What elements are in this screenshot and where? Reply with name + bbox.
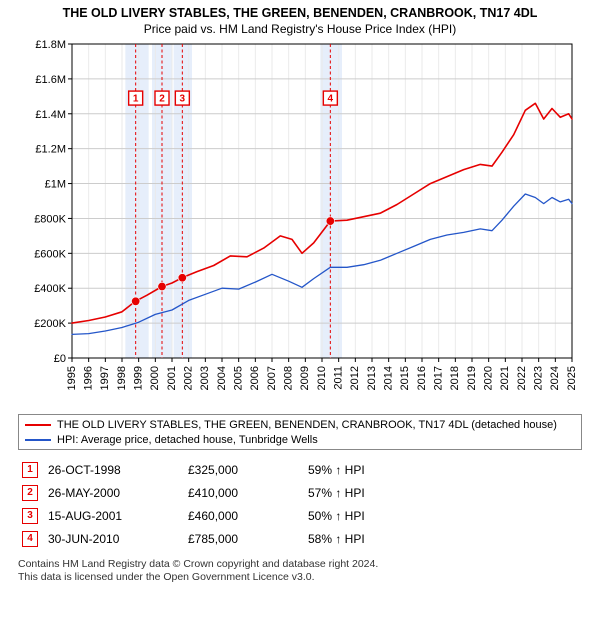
table-row: 2 26-MAY-2000£410,00057% ↑ HPI: [18, 481, 375, 504]
svg-text:2020: 2020: [483, 366, 495, 390]
svg-text:2024: 2024: [549, 366, 561, 390]
footer-line-2: This data is licensed under the Open Gov…: [18, 571, 582, 584]
sale-marker-2: 2: [22, 485, 38, 501]
svg-text:1996: 1996: [83, 366, 95, 390]
footer: Contains HM Land Registry data © Crown c…: [18, 558, 582, 584]
svg-text:4: 4: [328, 94, 334, 105]
svg-text:2008: 2008: [283, 366, 295, 390]
svg-text:2022: 2022: [516, 366, 528, 390]
legend-row-blue: HPI: Average price, detached house, Tunb…: [25, 432, 575, 447]
svg-text:2017: 2017: [433, 366, 445, 390]
svg-text:2000: 2000: [149, 366, 161, 390]
chart-container: THE OLD LIVERY STABLES, THE GREEN, BENEN…: [0, 0, 600, 620]
table-row: 1 26-OCT-1998£325,00059% ↑ HPI: [18, 458, 375, 481]
legend-swatch-red: [25, 424, 51, 426]
sale-diff: 57% ↑ HPI: [308, 481, 375, 504]
svg-text:2004: 2004: [216, 366, 228, 390]
sale-price: £460,000: [188, 504, 308, 527]
svg-text:2018: 2018: [449, 366, 461, 390]
legend-label-red: THE OLD LIVERY STABLES, THE GREEN, BENEN…: [57, 419, 557, 431]
svg-text:£600K: £600K: [34, 248, 66, 260]
svg-text:1998: 1998: [116, 366, 128, 390]
svg-text:£1.2M: £1.2M: [35, 144, 66, 156]
sale-date: 15-AUG-2001: [48, 504, 188, 527]
svg-text:2009: 2009: [299, 366, 311, 390]
svg-text:£800K: £800K: [34, 213, 66, 225]
svg-text:3: 3: [180, 94, 186, 105]
svg-text:2015: 2015: [399, 366, 411, 390]
title-line-1: THE OLD LIVERY STABLES, THE GREEN, BENEN…: [0, 6, 600, 20]
svg-text:2011: 2011: [333, 366, 345, 390]
svg-text:2005: 2005: [233, 366, 245, 390]
svg-text:2002: 2002: [183, 366, 195, 390]
svg-text:1: 1: [133, 94, 139, 105]
sale-price: £410,000: [188, 481, 308, 504]
titles: THE OLD LIVERY STABLES, THE GREEN, BENEN…: [0, 0, 600, 36]
svg-text:£0: £0: [54, 353, 66, 365]
price-chart: 1995 1996 1997 1998 1999 2000 2001 2002 2003 2004…: [20, 38, 580, 408]
svg-text:2001: 2001: [166, 366, 178, 390]
table-row: 4 30-JUN-2010£785,00058% ↑ HPI: [18, 527, 375, 550]
sale-date: 30-JUN-2010: [48, 527, 188, 550]
sale-date: 26-MAY-2000: [48, 481, 188, 504]
svg-text:2019: 2019: [466, 366, 478, 390]
legend-swatch-blue: [25, 439, 51, 441]
sale-diff: 59% ↑ HPI: [308, 458, 375, 481]
svg-text:2025: 2025: [566, 366, 578, 390]
sale-diff: 50% ↑ HPI: [308, 504, 375, 527]
table-row: 3 15-AUG-2001£460,00050% ↑ HPI: [18, 504, 375, 527]
legend-label-blue: HPI: Average price, detached house, Tunb…: [57, 434, 318, 446]
sale-diff: 58% ↑ HPI: [308, 527, 375, 550]
svg-text:2012: 2012: [349, 366, 361, 390]
svg-text:2016: 2016: [416, 366, 428, 390]
svg-text:£200K: £200K: [34, 318, 66, 330]
sale-price: £785,000: [188, 527, 308, 550]
svg-text:£1.6M: £1.6M: [35, 74, 66, 86]
sale-marker-1: 1: [22, 462, 38, 478]
title-line-2: Price paid vs. HM Land Registry's House …: [0, 22, 600, 36]
legend: THE OLD LIVERY STABLES, THE GREEN, BENEN…: [18, 414, 582, 450]
svg-text:1997: 1997: [99, 366, 111, 390]
sale-marker-3: 3: [22, 508, 38, 524]
svg-text:£1.4M: £1.4M: [35, 109, 66, 121]
sale-date: 26-OCT-1998: [48, 458, 188, 481]
footer-line-1: Contains HM Land Registry data © Crown c…: [18, 558, 582, 571]
svg-text:2023: 2023: [533, 366, 545, 390]
svg-text:2: 2: [159, 94, 165, 105]
sale-marker-4: 4: [22, 531, 38, 547]
svg-text:2006: 2006: [249, 366, 261, 390]
svg-text:1999: 1999: [133, 366, 145, 390]
svg-text:£400K: £400K: [34, 283, 66, 295]
svg-text:£1.8M: £1.8M: [35, 39, 66, 51]
svg-text:2013: 2013: [366, 366, 378, 390]
sale-price: £325,000: [188, 458, 308, 481]
svg-text:2003: 2003: [199, 366, 211, 390]
svg-text:1995: 1995: [66, 366, 78, 390]
svg-text:2007: 2007: [266, 366, 278, 390]
legend-row-red: THE OLD LIVERY STABLES, THE GREEN, BENEN…: [25, 417, 575, 432]
svg-text:2010: 2010: [316, 366, 328, 390]
sales-table: 1 26-OCT-1998£325,00059% ↑ HPI 2 26-MAY-200…: [18, 458, 375, 550]
svg-text:2021: 2021: [499, 366, 511, 390]
svg-text:2014: 2014: [383, 366, 395, 390]
svg-text:£1M: £1M: [45, 179, 66, 191]
